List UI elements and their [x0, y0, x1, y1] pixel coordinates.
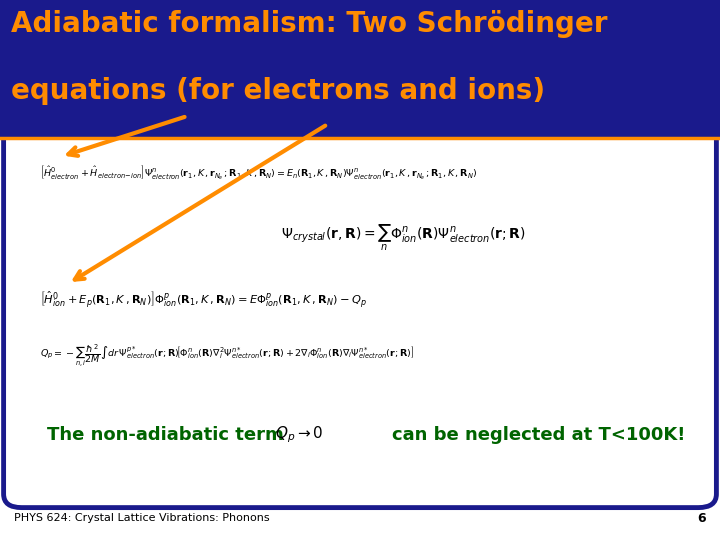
Text: PHYS 624: Crystal Lattice Vibrations: Phonons: PHYS 624: Crystal Lattice Vibrations: Ph…	[14, 514, 270, 523]
Text: The non-adiabatic term: The non-adiabatic term	[47, 426, 284, 444]
Text: $\left[\hat{H}^{0}_{ion}+E_p(\mathbf{R}_{1},K\,,\mathbf{R}_{N})\right]\Phi^{p}_{: $\left[\hat{H}^{0}_{ion}+E_p(\mathbf{R}_…	[40, 289, 366, 310]
Text: $\left[\hat{H}^{0}_{electron}+\hat{H}_{electron\!-\!ion}\right]\Psi^{n}_{electro: $\left[\hat{H}^{0}_{electron}+\hat{H}_{e…	[40, 164, 477, 182]
Text: can be neglected at T<100K!: can be neglected at T<100K!	[392, 426, 685, 444]
Text: $Q_p \rightarrow 0$: $Q_p \rightarrow 0$	[274, 424, 323, 445]
Text: $Q_p = -\sum_{n,i}\dfrac{\hbar^2}{2M}\int dr\,\Psi^{p*}_{electron}(\mathbf{r};\m: $Q_p = -\sum_{n,i}\dfrac{\hbar^2}{2M}\in…	[40, 343, 413, 370]
Bar	[0, 0, 720, 138]
Text: 6: 6	[697, 512, 706, 525]
Text: $\Psi_{crystal}(\mathbf{r},\mathbf{R}) = \sum_{n}\Phi^{n}_{ion}(\mathbf{R})\Psi^: $\Psi_{crystal}(\mathbf{r},\mathbf{R}) =…	[281, 222, 526, 253]
Text: equations (for electrons and ions): equations (for electrons and ions)	[11, 77, 545, 105]
Text: Adiabatic formalism: Two Schrödinger: Adiabatic formalism: Two Schrödinger	[11, 10, 607, 38]
FancyBboxPatch shape	[4, 127, 716, 508]
